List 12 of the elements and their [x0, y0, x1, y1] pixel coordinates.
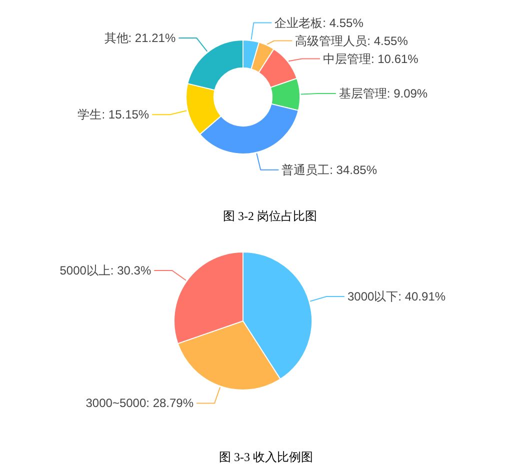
slice-label: 企业老板: 4.55%	[274, 16, 364, 30]
slice-label: 基层管理: 9.09%	[338, 86, 428, 100]
slice-label: 普通员工: 34.85%	[282, 162, 378, 177]
slice-label: 5000以上: 30.3%	[60, 264, 152, 278]
caption: 图 3-2 岗位占比图	[223, 209, 317, 223]
slice-label: 高级管理人员: 4.55%	[295, 34, 408, 48]
slice-label: 3000~5000: 28.79%	[86, 396, 194, 410]
slice-label: 其他: 21.21%	[104, 31, 176, 46]
slice-label: 学生: 15.15%	[78, 108, 150, 122]
slice-label: 中层管理: 10.61%	[322, 52, 418, 66]
slice-label: 3000以下: 40.91%	[347, 290, 446, 304]
caption: 图 3-3 收入比例图	[219, 450, 313, 464]
